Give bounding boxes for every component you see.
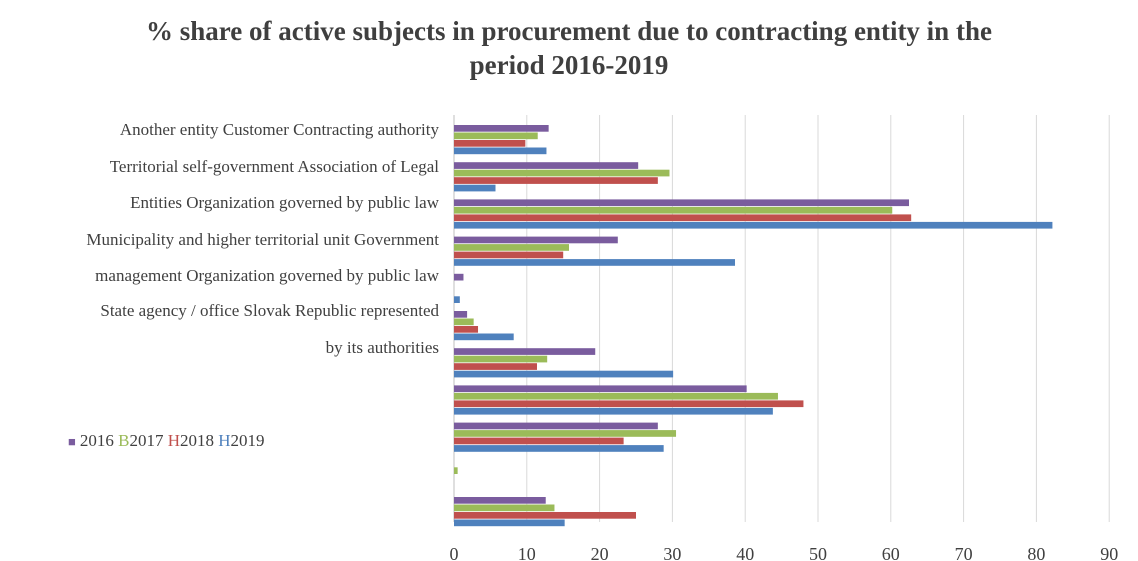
category-label: Another entity Customer Contracting auth… xyxy=(119,120,439,139)
legend-item-2018: H2018 xyxy=(168,431,214,450)
bar xyxy=(454,296,460,303)
bar xyxy=(454,140,526,147)
bar xyxy=(454,206,893,214)
category-label: State agency / office Slovak Republic re… xyxy=(100,301,439,320)
x-tick-label: 50 xyxy=(809,544,827,561)
bar xyxy=(454,445,664,452)
bar xyxy=(454,273,464,281)
bar xyxy=(454,199,909,207)
x-tick-label: 90 xyxy=(1100,544,1118,561)
category-label: by its authorities xyxy=(325,338,439,357)
legend-item-2019: H2019 xyxy=(218,431,264,450)
bar xyxy=(454,259,736,266)
bar xyxy=(454,363,537,370)
bar xyxy=(454,512,636,519)
bar xyxy=(454,385,747,393)
bar xyxy=(454,348,596,355)
chart-title: % share of active subjects in procuremen… xyxy=(0,14,1138,82)
x-tick-label: 40 xyxy=(736,544,754,561)
legend-label-2017: 2017 xyxy=(129,431,164,450)
bar xyxy=(454,326,479,333)
bar xyxy=(454,177,658,184)
bar xyxy=(454,169,670,177)
bar xyxy=(454,147,547,155)
bar xyxy=(454,497,546,504)
legend-prefix-2018: H xyxy=(167,431,180,450)
bar xyxy=(454,125,549,132)
bar xyxy=(454,251,564,259)
bar xyxy=(454,519,565,527)
bar xyxy=(454,244,570,251)
legend-item-2016: ■ 2016 xyxy=(68,431,114,450)
bar xyxy=(454,162,639,169)
bar xyxy=(454,430,677,437)
x-tick-label: 60 xyxy=(882,544,900,561)
bar xyxy=(454,236,618,244)
category-label: Entities Organization governed by public… xyxy=(130,193,439,212)
bar xyxy=(454,392,778,400)
bar xyxy=(454,214,912,222)
x-tick-label: 20 xyxy=(591,544,609,561)
legend-prefix-2017: B xyxy=(118,431,130,450)
legend-item-2017: B2017 xyxy=(118,431,163,450)
bar xyxy=(454,407,773,415)
chart-title-line-1: % share of active subjects in procuremen… xyxy=(146,16,992,46)
legend-label-2018: 2018 xyxy=(179,431,214,450)
x-tick-label: 30 xyxy=(663,544,681,561)
bar xyxy=(454,422,658,430)
x-tick-label: 0 xyxy=(450,544,459,561)
chart-title-line-2: period 2016-2019 xyxy=(469,50,669,80)
legend-swatch-2016: ■ xyxy=(68,434,76,449)
bar xyxy=(454,318,474,326)
bar xyxy=(454,370,674,378)
x-tick-label: 10 xyxy=(518,544,536,561)
category-label: Territorial self-government Association … xyxy=(109,157,439,176)
bar xyxy=(454,184,496,192)
bar xyxy=(454,437,624,445)
bar xyxy=(454,355,548,363)
legend-label-2016: 2016 xyxy=(79,431,114,450)
bar xyxy=(454,504,555,512)
x-tick-label: 80 xyxy=(1027,544,1045,561)
bar xyxy=(454,333,514,341)
category-label: Municipality and higher territorial unit… xyxy=(86,230,439,249)
x-tick-label: 70 xyxy=(955,544,973,561)
bar xyxy=(454,221,1053,229)
bar xyxy=(454,311,468,318)
legend-prefix-2019: H xyxy=(218,431,231,450)
legend: ■ 2016 B2017 H2018 H2019 xyxy=(68,431,265,451)
bar xyxy=(454,400,804,408)
bar xyxy=(454,132,538,140)
legend-label-2019: 2019 xyxy=(230,431,265,450)
category-label: management Organization governed by publ… xyxy=(95,266,439,285)
bar xyxy=(454,467,458,474)
